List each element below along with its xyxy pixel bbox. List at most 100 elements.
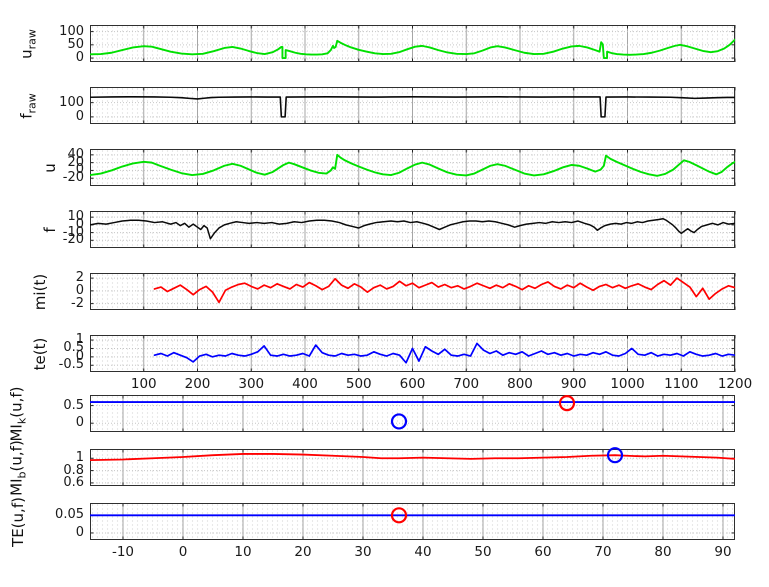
grid-lines xyxy=(90,87,736,124)
y-tick-label: 40 xyxy=(67,146,84,162)
x-tick-label: 1100 xyxy=(664,376,699,392)
grid-lines xyxy=(90,273,736,310)
plot-area xyxy=(90,149,736,186)
y-tick-label: 0 xyxy=(75,216,84,232)
x-tick-label: 500 xyxy=(345,376,372,392)
y-tick-label: 0.8 xyxy=(63,462,84,478)
subplot-mi-b: MIb(u,f) 1 0.8 0.6 xyxy=(0,440,769,495)
x-tick-label: 50 xyxy=(474,544,492,560)
y-tick-label: 100 xyxy=(59,23,84,39)
grid-lines xyxy=(90,395,735,432)
te-series-line xyxy=(153,342,735,364)
red-circle-marker xyxy=(390,507,408,524)
axis-border xyxy=(90,449,735,486)
MI_b-series-line xyxy=(90,453,735,462)
y-tick-label: 0 xyxy=(75,282,84,298)
f-series-line xyxy=(90,217,735,240)
x-tick-label: 90 xyxy=(714,544,732,560)
axis-border xyxy=(90,503,735,540)
tick-marks xyxy=(90,449,735,486)
series-group xyxy=(90,96,735,118)
x-tick-label: 80 xyxy=(654,544,672,560)
y-tick-label: 1 xyxy=(75,450,84,466)
y-tick-label: 10 xyxy=(67,209,84,225)
axis-border xyxy=(90,395,735,432)
subplot-te-uf: TE(u,f) 0.05 0 -10 0 10 20 30 40 50 60 70 80 90 xyxy=(0,497,769,560)
series-group xyxy=(153,277,735,304)
chart-svg xyxy=(90,211,736,248)
y-tick-label: 0 xyxy=(75,162,84,178)
chart-svg xyxy=(90,395,735,432)
y-tick-label: 0 xyxy=(75,108,84,124)
plot-area xyxy=(90,273,736,310)
y-tick-label: 0.05 xyxy=(55,507,84,523)
y-tick-label: -20 xyxy=(62,170,84,186)
y-tick-label: 20 xyxy=(67,154,84,170)
x-tick-label: 10 xyxy=(234,544,252,560)
y-tick-label: 0.5 xyxy=(63,340,84,356)
x-tick-label: 1000 xyxy=(610,376,645,392)
x-tick-label: 1200 xyxy=(717,376,753,392)
x-tick-label: 700 xyxy=(453,376,480,392)
red-circle-marker xyxy=(558,395,576,412)
tick-marks xyxy=(90,395,735,432)
f_raw-series-line xyxy=(90,96,735,118)
y-tick-label: 0 xyxy=(75,415,84,431)
x-tick-label: 600 xyxy=(399,376,426,392)
plot-area xyxy=(90,335,736,372)
x-tick-label: 0 xyxy=(178,544,188,560)
x-tick-label: 400 xyxy=(292,376,318,392)
y-tick-label: 0 xyxy=(75,348,84,364)
plot-area xyxy=(90,503,735,540)
series-group xyxy=(90,453,735,462)
blue-circle-marker xyxy=(390,413,408,430)
u_raw-series-line xyxy=(90,38,735,59)
axis-border xyxy=(90,25,735,62)
subplot-f: f 10 0 -10 -20 xyxy=(0,209,769,248)
y-tick-label: 100 xyxy=(59,94,84,110)
chart-svg xyxy=(90,447,735,486)
blue-circle-marker xyxy=(606,447,624,464)
tick-marks xyxy=(90,503,735,540)
x-tick-label: 200 xyxy=(184,376,211,392)
mi-series-line xyxy=(153,277,735,304)
chart-svg xyxy=(90,25,736,62)
chart-svg xyxy=(90,273,736,310)
plot-area xyxy=(90,395,735,432)
axis-border xyxy=(90,273,735,310)
series-group xyxy=(90,38,735,59)
subplot-te-t: te(t) 1 0.5 0 -0.5 100 200 300 400 500 600 700 800 90… xyxy=(0,332,769,392)
series-group xyxy=(90,217,735,240)
grid-lines xyxy=(90,25,736,62)
axis-border xyxy=(90,149,735,186)
y-tick-label: 0.6 xyxy=(63,474,84,490)
x-tick-label: 100 xyxy=(130,376,157,392)
subplot-mi-k: MIk(u,f) 0.5 0 xyxy=(0,386,769,441)
subplot-u: u 40 20 0 -20 xyxy=(0,146,769,186)
y-tick-label: 0 xyxy=(75,524,84,540)
chart-svg xyxy=(90,149,736,186)
chart-svg xyxy=(90,503,735,540)
x-tick-label: 300 xyxy=(238,376,265,392)
chart-svg xyxy=(90,87,736,124)
grid-lines xyxy=(90,503,735,540)
y-tick-label: -0.5 xyxy=(58,357,84,373)
grid-lines xyxy=(90,149,736,186)
grid-lines xyxy=(90,211,736,248)
x-tick-label: 60 xyxy=(534,544,552,560)
grid-lines xyxy=(90,449,735,486)
y-tick-label: -20 xyxy=(62,232,84,248)
y-tick-label: 1 xyxy=(75,332,84,348)
plot-area xyxy=(90,211,736,248)
y-tick-label: -2 xyxy=(71,295,84,311)
series-group xyxy=(153,342,735,364)
u-series-line xyxy=(90,153,735,177)
y-tick-label: 50 xyxy=(67,36,84,52)
y-axis-label: MIk(u,f) xyxy=(7,385,29,442)
subplot-u-raw: uraw 100 50 0 xyxy=(0,23,769,65)
x-tick-label: 800 xyxy=(507,376,533,392)
axis-border xyxy=(90,87,735,124)
x-tick-label: 40 xyxy=(414,544,432,560)
plot-area xyxy=(90,87,736,124)
